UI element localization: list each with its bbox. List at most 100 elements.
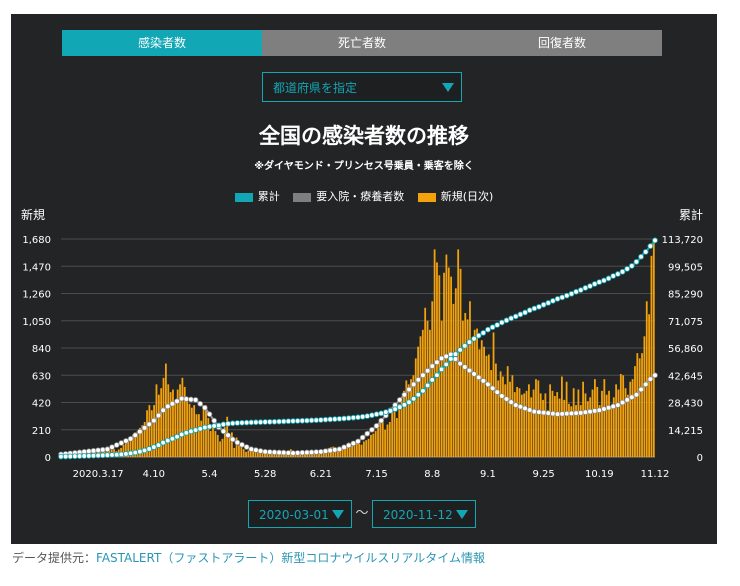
point-cumulative xyxy=(109,452,115,458)
bar-new-daily xyxy=(629,381,632,457)
point-hospitalized xyxy=(271,449,278,456)
point-cumulative xyxy=(331,416,338,422)
tab-recoveries[interactable]: 回復者数 xyxy=(462,30,662,56)
bar-new-daily xyxy=(476,328,478,457)
bar-new-daily xyxy=(645,301,648,457)
point-hospitalized xyxy=(327,447,333,454)
point-hospitalized xyxy=(350,440,357,447)
bar-new-daily xyxy=(143,421,146,457)
point-cumulative xyxy=(174,433,180,440)
bar-new-daily xyxy=(631,379,634,457)
bar-new-daily xyxy=(553,396,556,457)
bar-new-daily xyxy=(608,390,610,457)
point-cumulative xyxy=(647,243,654,249)
bar-new-daily xyxy=(131,434,134,457)
date-to-value: 2020-11-12 xyxy=(383,508,453,522)
point-cumulative xyxy=(531,305,538,312)
point-cumulative xyxy=(396,404,403,410)
point-cumulative xyxy=(378,410,385,417)
point-cumulative xyxy=(290,418,296,424)
bar-new-daily xyxy=(551,390,554,457)
y-left-tick-label: 1,680 xyxy=(22,235,51,246)
point-hospitalized xyxy=(239,441,245,448)
point-hospitalized xyxy=(512,402,519,408)
point-hospitalized xyxy=(406,386,412,393)
point-hospitalized xyxy=(508,399,514,405)
point-hospitalized xyxy=(415,376,422,383)
bar-new-daily xyxy=(245,451,247,457)
legend-item-hospitalized[interactable]: 要入院・療養者数 xyxy=(293,188,404,204)
point-hospitalized xyxy=(225,432,231,439)
credit-link[interactable]: FASTALERT（ファストアラート）新型コロナウイルスリアルタイム情報 xyxy=(96,551,485,565)
point-cumulative xyxy=(610,273,617,279)
legend-item-cumulative[interactable]: 累計 xyxy=(234,188,280,204)
bar-new-daily xyxy=(247,450,250,457)
point-hospitalized xyxy=(164,403,171,410)
bar-new-daily xyxy=(634,366,636,457)
x-tick-label: 7.15 xyxy=(365,469,387,480)
bar-new-daily xyxy=(424,307,427,457)
bar-new-daily xyxy=(490,370,493,457)
bar-new-daily xyxy=(242,449,245,457)
bar-new-daily xyxy=(563,399,566,457)
legend-item-new-daily[interactable]: 新規(日次) xyxy=(417,188,493,204)
bar-new-daily xyxy=(172,389,174,457)
tab-deaths[interactable]: 死亡者数 xyxy=(262,30,462,56)
point-hospitalized xyxy=(429,363,436,369)
x-tick-label: 2020.3.17 xyxy=(73,469,124,480)
x-tick-label: 9.25 xyxy=(532,469,554,480)
point-hospitalized xyxy=(211,417,217,424)
bar-new-daily xyxy=(353,444,356,457)
point-hospitalized xyxy=(294,450,301,456)
bar-new-daily xyxy=(433,249,436,457)
bar-new-daily xyxy=(584,393,587,457)
point-hospitalized xyxy=(628,394,635,401)
point-cumulative xyxy=(178,431,185,438)
point-cumulative xyxy=(304,417,310,424)
y-left-tick-label: 1,470 xyxy=(22,262,51,273)
bar-new-daily xyxy=(523,393,526,457)
bar-new-daily xyxy=(497,380,500,457)
point-cumulative xyxy=(183,429,190,436)
point-cumulative xyxy=(489,324,496,331)
point-cumulative xyxy=(313,417,320,424)
point-hospitalized xyxy=(475,374,482,381)
bar-new-daily xyxy=(256,452,259,457)
bar-new-daily xyxy=(417,346,420,457)
date-from-select[interactable]: 2020-03-01 xyxy=(248,500,352,528)
point-cumulative xyxy=(410,395,417,402)
point-hospitalized xyxy=(424,367,431,374)
bar-new-daily xyxy=(579,405,582,457)
point-hospitalized xyxy=(480,378,487,384)
bar-new-daily xyxy=(176,389,179,457)
point-hospitalized xyxy=(536,409,542,415)
point-hospitalized xyxy=(322,448,329,454)
y-right-tick-label: 0 xyxy=(697,453,703,464)
bar-new-daily xyxy=(223,427,226,457)
date-to-select[interactable]: 2020-11-12 xyxy=(372,500,476,528)
point-cumulative xyxy=(577,287,584,293)
point-cumulative xyxy=(369,412,375,419)
bar-new-daily xyxy=(407,384,410,457)
point-cumulative xyxy=(220,421,227,428)
point-cumulative xyxy=(452,351,459,357)
y-right-tick-label: 14,215 xyxy=(668,426,703,437)
prefecture-select[interactable]: 都道府県を指定 xyxy=(262,72,462,102)
point-hospitalized xyxy=(652,372,658,379)
point-hospitalized xyxy=(290,450,296,456)
bar-new-daily xyxy=(150,410,153,457)
bar-new-daily xyxy=(428,329,431,457)
point-cumulative xyxy=(308,417,315,424)
point-hospitalized xyxy=(577,410,584,416)
bar-new-daily xyxy=(556,392,559,457)
point-cumulative xyxy=(406,399,412,406)
bar-new-daily xyxy=(506,366,509,457)
point-hospitalized xyxy=(113,442,120,448)
point-hospitalized xyxy=(642,381,649,388)
tab-infections[interactable]: 感染者数 xyxy=(62,30,262,56)
point-hospitalized xyxy=(206,411,213,417)
point-cumulative xyxy=(341,415,347,422)
point-hospitalized xyxy=(503,396,510,402)
point-hospitalized xyxy=(95,447,101,454)
point-hospitalized xyxy=(253,447,259,453)
